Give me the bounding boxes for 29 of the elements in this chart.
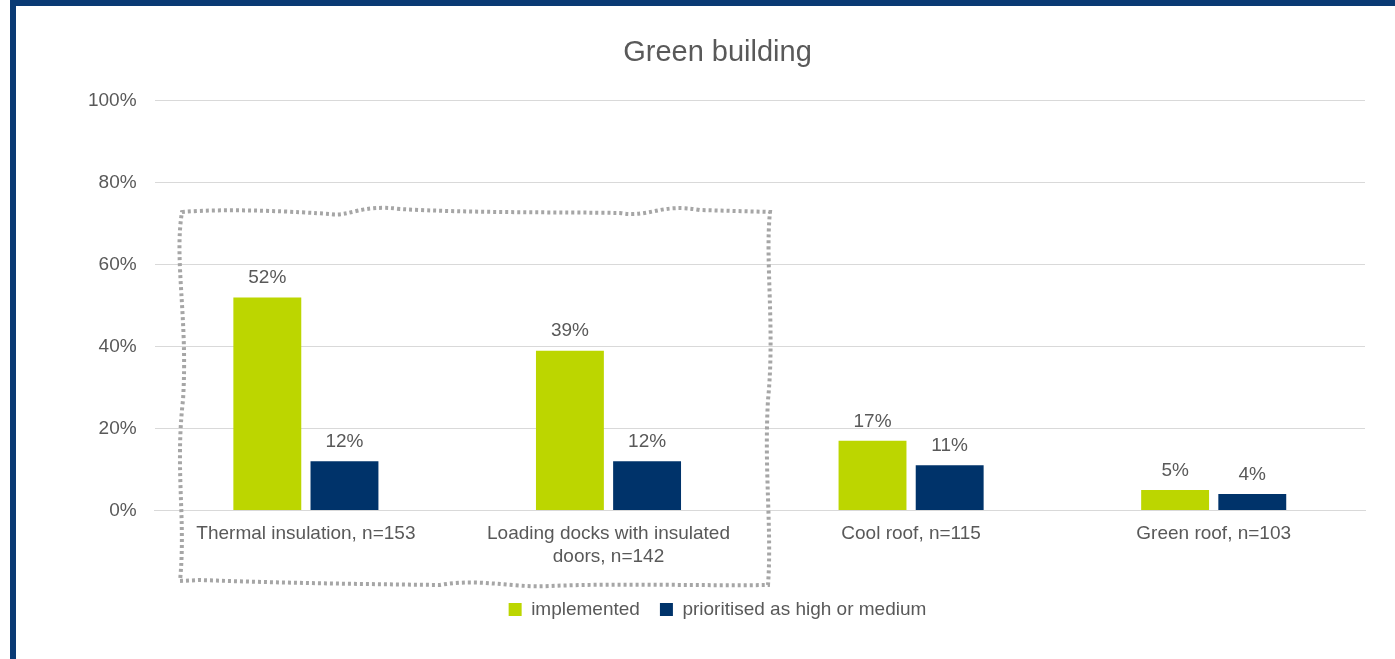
x-tick-label: Green roof, n=103 — [1136, 522, 1292, 544]
data-label: 39% — [550, 319, 590, 341]
legend-label: implemented — [531, 597, 640, 619]
bar — [838, 440, 907, 510]
x-tick-label: Thermal insulation, n=153 — [196, 522, 416, 544]
y-tick-label: 80% — [98, 170, 137, 192]
y-tick-label: 40% — [98, 334, 137, 356]
data-label: 17% — [853, 409, 892, 431]
chart-title: Green building — [623, 35, 812, 68]
bar — [535, 350, 604, 510]
y-tick-label: 0% — [109, 498, 137, 520]
bar — [613, 461, 682, 510]
bar — [1141, 489, 1210, 510]
legend-label: prioritised as high or medium — [682, 597, 927, 619]
bar — [310, 461, 379, 510]
bar — [1218, 494, 1287, 510]
y-tick-label: 20% — [98, 416, 137, 438]
data-label: 12% — [325, 429, 364, 451]
bar — [915, 465, 984, 510]
bar — [233, 297, 302, 510]
data-label: 52% — [248, 266, 287, 288]
y-tick-label: 100% — [87, 89, 137, 111]
data-label: 11% — [931, 434, 969, 456]
data-label: 12% — [628, 429, 667, 451]
y-tick-label: 60% — [98, 252, 137, 274]
data-label: 5% — [1161, 458, 1189, 480]
data-label: 4% — [1238, 462, 1267, 484]
x-tick-label: Loading docks with insulated doors, n=142 — [487, 522, 730, 566]
x-tick-label: Cool roof, n=115 — [841, 522, 981, 544]
